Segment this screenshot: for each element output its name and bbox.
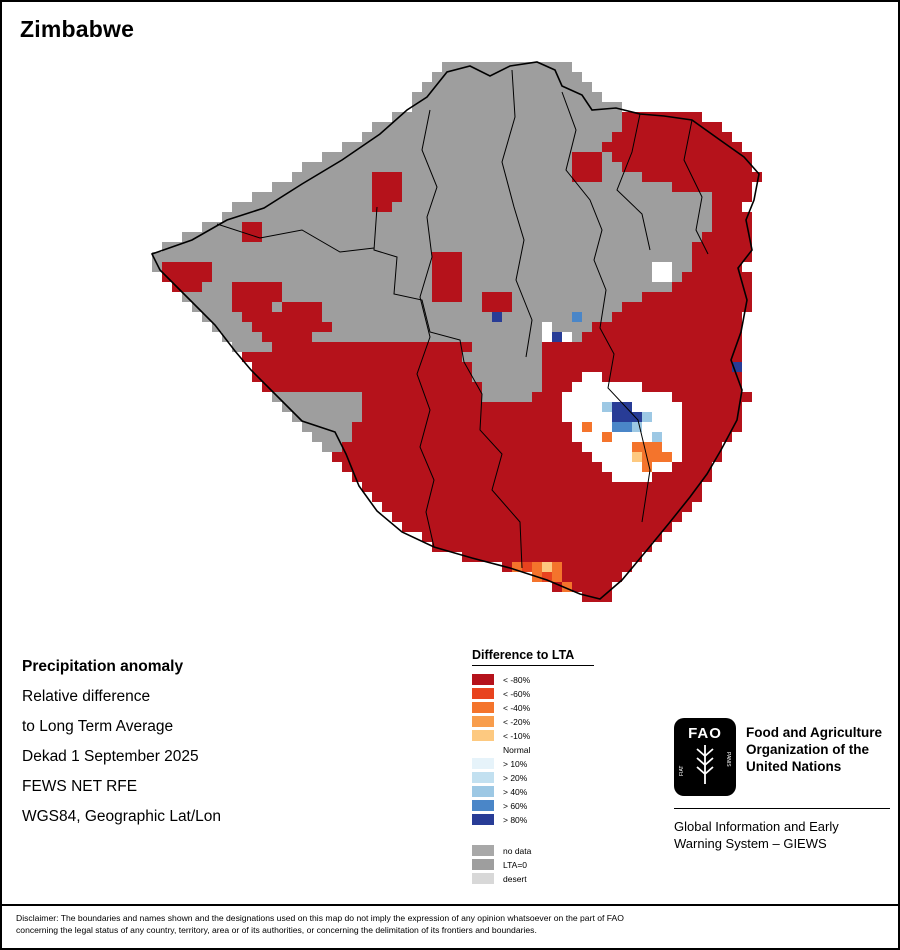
legend-label: < -80% bbox=[503, 674, 531, 685]
disclaimer-line: concerning the legal status of any count… bbox=[16, 925, 537, 935]
legend-item: no data bbox=[472, 845, 622, 856]
legend-label: > 80% bbox=[503, 814, 528, 825]
legend-swatch bbox=[472, 873, 494, 884]
province-boundary-line bbox=[683, 119, 709, 255]
legend-swatch bbox=[472, 688, 494, 699]
legend-swatch bbox=[472, 674, 494, 685]
legend-item: < -10% bbox=[472, 730, 622, 741]
legend-swatch bbox=[472, 800, 494, 811]
legend-label: no data bbox=[503, 845, 532, 856]
legend-swatch bbox=[472, 744, 494, 755]
legend-item: LTA=0 bbox=[472, 859, 622, 870]
legend-item: > 20% bbox=[472, 772, 622, 783]
country-outline bbox=[150, 61, 760, 600]
disclaimer: Disclaimer: The boundaries and names sho… bbox=[2, 904, 898, 948]
legend-label: < -10% bbox=[503, 730, 531, 741]
legend: Difference to LTA < -80% < -60% < -40% < -2… bbox=[472, 648, 622, 887]
legend-label: > 10% bbox=[503, 758, 528, 769]
legend-label: Normal bbox=[503, 744, 531, 755]
legend-swatch bbox=[472, 814, 494, 825]
fao-logo-text: FAO bbox=[688, 725, 722, 742]
legend-items: < -80% < -60% < -40% < -20% < -10% Normal > 10… bbox=[472, 674, 622, 884]
province-boundary-line bbox=[416, 109, 438, 548]
info-line: Relative difference bbox=[22, 688, 151, 705]
info-line: WGS84, Geographic Lat/Lon bbox=[22, 808, 222, 825]
raster-grid bbox=[152, 62, 762, 602]
legend-label: > 40% bbox=[503, 786, 528, 797]
fao-org-line: Food and Agriculture bbox=[746, 725, 882, 740]
map-info-block: Precipitation anomaly Relative differenc… bbox=[22, 652, 221, 832]
province-boundary-line bbox=[216, 223, 375, 253]
legend-item: < -80% bbox=[472, 674, 622, 685]
legend-label: < -20% bbox=[503, 716, 531, 727]
province-boundary-line bbox=[501, 69, 533, 358]
info-line: to Long Term Average bbox=[22, 718, 174, 735]
legend-item: < -40% bbox=[472, 702, 622, 713]
fao-logo: FAO FIAT PANIS bbox=[674, 718, 736, 796]
legend-item: > 10% bbox=[472, 758, 622, 769]
legend-label: desert bbox=[503, 873, 527, 884]
info-line: Dekad 1 September 2025 bbox=[22, 748, 199, 765]
info-heading: Precipitation anomaly bbox=[22, 658, 184, 675]
legend-swatch bbox=[472, 730, 494, 741]
legend-swatch bbox=[472, 702, 494, 713]
legend-item: > 80% bbox=[472, 814, 622, 825]
legend-swatch bbox=[472, 786, 494, 797]
fao-block: FAO FIAT PANIS Food and Agriculture Orga… bbox=[674, 718, 890, 852]
legend-label: < -40% bbox=[503, 702, 531, 713]
legend-item: > 60% bbox=[472, 800, 622, 811]
legend-item: Normal bbox=[472, 744, 622, 755]
giews-line: Global Information and Early bbox=[674, 819, 839, 834]
legend-title: Difference to LTA bbox=[472, 648, 594, 666]
legend-item: < -20% bbox=[472, 716, 622, 727]
page-title: Zimbabwe bbox=[20, 16, 135, 42]
wheat-icon bbox=[696, 745, 714, 784]
giews-line: Warning System – GIEWS bbox=[674, 836, 827, 851]
fao-org-line: Organization of the bbox=[746, 742, 869, 757]
province-boundaries bbox=[216, 69, 709, 569]
fao-motto-left: FIAT bbox=[679, 766, 685, 776]
province-boundary-line bbox=[561, 91, 651, 523]
legend-swatch bbox=[472, 772, 494, 783]
fao-org-name: Food and Agriculture Organization of the… bbox=[746, 718, 882, 796]
fao-divider bbox=[674, 808, 890, 809]
legend-item: desert bbox=[472, 873, 622, 884]
fao-org-line: United Nations bbox=[746, 759, 842, 774]
legend-swatch bbox=[472, 716, 494, 727]
province-boundary-line bbox=[373, 206, 523, 569]
legend-label: < -60% bbox=[503, 688, 531, 699]
province-boundary-line bbox=[616, 113, 651, 251]
legend-swatch bbox=[472, 859, 494, 870]
legend-swatch bbox=[472, 758, 494, 769]
legend-label: > 20% bbox=[503, 772, 528, 783]
info-line: FEWS NET RFE bbox=[22, 778, 138, 795]
legend-item: > 40% bbox=[472, 786, 622, 797]
disclaimer-line: Disclaimer: The boundaries and names sho… bbox=[16, 913, 624, 923]
fao-motto-right: PANIS bbox=[725, 752, 731, 767]
legend-swatch bbox=[472, 845, 494, 856]
giews-label: Global Information and Early Warning Sys… bbox=[674, 818, 890, 852]
legend-item: < -60% bbox=[472, 688, 622, 699]
legend-label: > 60% bbox=[503, 800, 528, 811]
legend-label: LTA=0 bbox=[503, 859, 528, 870]
